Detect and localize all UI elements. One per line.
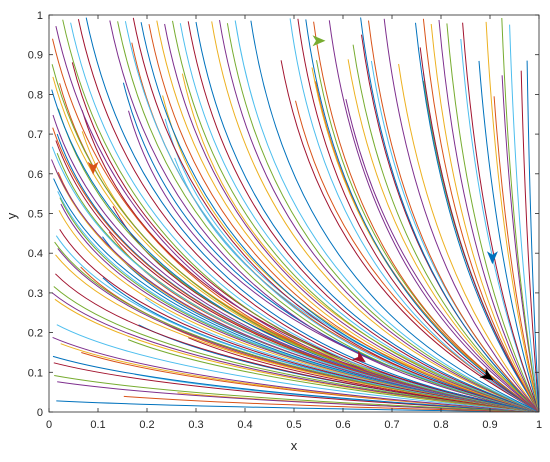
streamline bbox=[509, 24, 539, 412]
streamline bbox=[56, 400, 539, 412]
streamline bbox=[187, 21, 539, 412]
y-tick-label: 0 bbox=[37, 407, 43, 419]
streamline bbox=[368, 20, 539, 412]
streamline bbox=[52, 336, 539, 412]
streamline bbox=[132, 17, 539, 412]
streamline bbox=[485, 21, 539, 412]
streamline bbox=[328, 20, 539, 412]
x-axis-label: x bbox=[291, 438, 298, 453]
streamline bbox=[117, 21, 539, 412]
streamline bbox=[280, 60, 539, 412]
y-tick-label: 1 bbox=[37, 10, 43, 22]
y-tick-label: 0.7 bbox=[28, 129, 43, 141]
streamline bbox=[124, 21, 539, 412]
x-tick-label: 0.8 bbox=[433, 419, 448, 431]
y-tick-label: 0.4 bbox=[28, 248, 43, 260]
streamline bbox=[109, 20, 539, 412]
streamline bbox=[520, 70, 539, 412]
streamline bbox=[179, 23, 539, 412]
streamline bbox=[219, 20, 539, 412]
x-tick-label: 1 bbox=[536, 419, 542, 431]
streamline bbox=[345, 98, 539, 412]
streamline bbox=[56, 324, 539, 412]
y-tick-label: 0.6 bbox=[28, 169, 43, 181]
streamline bbox=[347, 59, 539, 412]
y-axis-label: y bbox=[4, 212, 19, 219]
streamline bbox=[438, 19, 539, 412]
x-tick-label: 0.5 bbox=[286, 419, 301, 431]
streamline bbox=[55, 273, 539, 412]
streamline bbox=[250, 20, 539, 412]
direction-arrow bbox=[479, 368, 494, 381]
streamlines-group bbox=[51, 17, 539, 412]
streamline bbox=[140, 22, 539, 412]
y-tick-label: 0.9 bbox=[28, 50, 43, 62]
streamline bbox=[234, 20, 539, 412]
streamline bbox=[415, 22, 539, 412]
streamline bbox=[211, 21, 539, 412]
y-axis: 0 0.1 0.2 0.3 0.4 0.5 0.6 0.7 0.8 0.9 1 bbox=[28, 10, 539, 419]
plot-area bbox=[49, 15, 539, 412]
x-tick-label: 0.6 bbox=[335, 419, 350, 431]
streamline bbox=[297, 18, 539, 412]
x-tick-label: 0.9 bbox=[482, 419, 497, 431]
direction-arrow bbox=[312, 35, 326, 47]
streamline bbox=[62, 19, 539, 412]
streamline bbox=[501, 17, 539, 412]
direction-arrow bbox=[486, 251, 498, 265]
streamline bbox=[446, 23, 539, 412]
x-axis: 0 0.1 0.2 0.3 0.4 0.5 0.6 0.7 0.8 0.9 1 bbox=[46, 15, 542, 431]
streamline bbox=[172, 20, 539, 412]
arrows-group bbox=[87, 35, 498, 381]
streamline bbox=[289, 18, 539, 412]
x-tick-label: 0.1 bbox=[90, 419, 105, 431]
streamline bbox=[85, 17, 539, 412]
x-tick-label: 0.3 bbox=[188, 419, 203, 431]
streamline bbox=[352, 44, 539, 412]
x-tick-label: 0 bbox=[46, 419, 52, 431]
streamline bbox=[398, 63, 539, 412]
x-tick-label: 0.4 bbox=[237, 419, 252, 431]
y-tick-label: 0.5 bbox=[28, 209, 43, 221]
y-tick-label: 0.2 bbox=[28, 328, 43, 340]
streamline bbox=[305, 19, 539, 412]
direction-arrow bbox=[352, 350, 366, 363]
streamline bbox=[70, 22, 539, 412]
streamline bbox=[383, 18, 539, 412]
streamline bbox=[422, 18, 539, 412]
streamline bbox=[123, 395, 539, 412]
streamline bbox=[52, 355, 539, 412]
streamline bbox=[54, 375, 539, 412]
streamline bbox=[313, 21, 539, 412]
direction-arrow bbox=[87, 161, 99, 175]
streamline bbox=[77, 18, 539, 412]
y-tick-label: 0.1 bbox=[28, 367, 43, 379]
streamline bbox=[156, 20, 539, 412]
streamline bbox=[164, 23, 539, 412]
streamline bbox=[195, 21, 539, 412]
streamline bbox=[226, 23, 539, 412]
x-tick-label: 0.2 bbox=[139, 419, 154, 431]
x-tick-label: 0.7 bbox=[384, 419, 399, 431]
streamline bbox=[430, 23, 539, 412]
streamline bbox=[478, 60, 539, 412]
y-tick-label: 0.3 bbox=[28, 288, 43, 300]
streamline bbox=[526, 60, 539, 412]
y-tick-label: 0.8 bbox=[28, 89, 43, 101]
streamline bbox=[148, 24, 539, 412]
streamline bbox=[53, 286, 539, 412]
streamline bbox=[462, 22, 539, 412]
streamline bbox=[360, 17, 539, 412]
